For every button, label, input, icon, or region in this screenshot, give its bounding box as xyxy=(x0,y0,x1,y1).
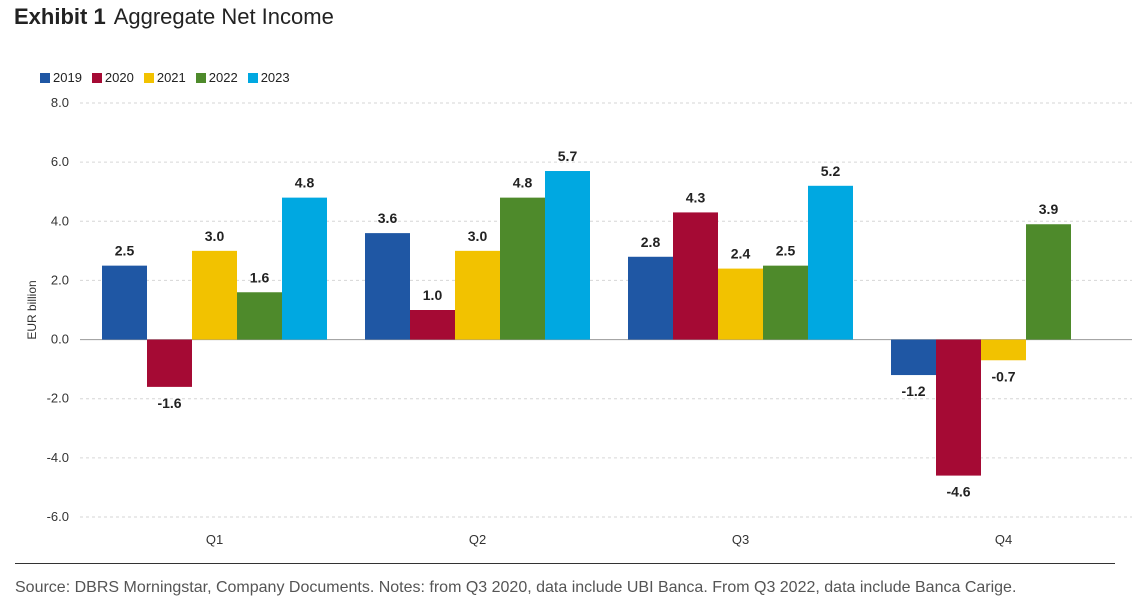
data-label: 5.2 xyxy=(821,163,841,179)
data-label: -1.6 xyxy=(157,395,181,411)
data-label: 4.3 xyxy=(686,189,706,205)
y-tick-label: -4.0 xyxy=(47,450,69,465)
y-tick-label: 2.0 xyxy=(51,272,69,287)
y-tick-label: -6.0 xyxy=(47,509,69,524)
legend-item-2022: 2022 xyxy=(195,70,238,85)
data-label: 3.0 xyxy=(205,228,225,244)
bar-2023-Q1 xyxy=(282,197,327,340)
legend: 2019 2020 2021 2022 2023 xyxy=(40,70,290,85)
legend-label: 2022 xyxy=(208,70,238,85)
legend-swatch xyxy=(91,72,102,83)
title-text: Aggregate Net Income xyxy=(113,4,334,29)
data-label: 2.4 xyxy=(731,246,751,262)
data-label: 4.8 xyxy=(513,175,533,191)
data-label: -4.6 xyxy=(946,484,970,500)
x-tick-label: Q1 xyxy=(206,532,223,547)
legend-swatch xyxy=(195,72,206,83)
y-tick-label: 6.0 xyxy=(51,154,69,169)
bar-2021-Q3 xyxy=(718,268,763,340)
data-label: 2.5 xyxy=(115,243,135,259)
chart-plot: 2.5 -1.6 3.0 1.6 4.8 3.6 1.0 3.0 4.8 5.7 2.8 4.3 2.4… xyxy=(25,95,1132,547)
legend-label: 2021 xyxy=(156,70,186,85)
data-label: 3.9 xyxy=(1039,201,1059,217)
bar-2021-Q2 xyxy=(455,250,500,340)
data-labels: 2.5 -1.6 3.0 1.6 4.8 3.6 1.0 3.0 4.8 5.7 2.8 4.3 2.4… xyxy=(115,148,1059,500)
legend-label: 2023 xyxy=(260,70,290,85)
source-note: Source: DBRS Morningstar, Company Docume… xyxy=(15,579,1017,596)
bar-2022-Q2 xyxy=(500,197,545,340)
bar-2022-Q3 xyxy=(763,265,808,340)
exhibit-label: Exhibit 1 xyxy=(14,4,106,29)
bar-2022-Q4 xyxy=(1026,224,1071,340)
x-tick-label: Q2 xyxy=(469,532,486,547)
legend-item-2019: 2019 xyxy=(40,70,82,85)
bar-2019-Q4 xyxy=(891,339,936,376)
data-label: 3.6 xyxy=(378,210,398,226)
data-label: -1.2 xyxy=(901,383,925,399)
bar-2019-Q1 xyxy=(102,265,147,340)
legend-swatch xyxy=(247,72,258,83)
data-label: 4.8 xyxy=(295,175,315,191)
data-label: 1.0 xyxy=(423,287,443,303)
y-axis-label: EUR billion xyxy=(25,280,39,339)
y-tick-label: 0.0 xyxy=(51,332,69,347)
bar-2023-Q2 xyxy=(545,171,590,340)
chart-title: Exhibit 1 Aggregate Net Income xyxy=(14,4,334,30)
bar-2019-Q2 xyxy=(365,233,410,340)
data-label: 5.7 xyxy=(558,148,578,164)
data-label: 3.0 xyxy=(468,228,488,244)
y-tick-label: 4.0 xyxy=(51,213,69,228)
x-tick-label: Q4 xyxy=(995,532,1012,547)
bar-2020-Q3 xyxy=(673,212,718,340)
legend-label: 2020 xyxy=(104,70,134,85)
legend-swatch xyxy=(40,72,50,83)
data-label: 2.5 xyxy=(776,243,796,259)
bar-2020-Q4 xyxy=(936,339,981,476)
data-label: -0.7 xyxy=(991,368,1015,384)
footer-rule xyxy=(15,563,1115,564)
legend-item-2023: 2023 xyxy=(247,70,290,85)
bar-2021-Q1 xyxy=(192,250,237,340)
y-tick-label: 8.0 xyxy=(51,95,69,110)
axes: 8.0 6.0 4.0 2.0 0.0 -2.0 -4.0 -6.0 EUR billion Q1… xyxy=(25,95,1012,547)
x-tick-label: Q3 xyxy=(732,532,749,547)
bar-2021-Q4 xyxy=(981,339,1026,361)
bar-2022-Q1 xyxy=(237,292,282,340)
legend-item-2020: 2020 xyxy=(91,70,134,85)
bar-2023-Q3 xyxy=(808,185,853,340)
data-label: 1.6 xyxy=(250,269,270,285)
legend-item-2021: 2021 xyxy=(143,70,186,85)
bars xyxy=(102,171,1071,476)
bar-2019-Q3 xyxy=(628,256,673,340)
data-label: 2.8 xyxy=(641,234,661,250)
legend-swatch xyxy=(143,72,154,83)
bar-2020-Q2 xyxy=(410,310,455,340)
legend-label: 2019 xyxy=(53,70,82,85)
y-tick-label: -2.0 xyxy=(47,391,69,406)
bar-2020-Q1 xyxy=(147,339,192,387)
